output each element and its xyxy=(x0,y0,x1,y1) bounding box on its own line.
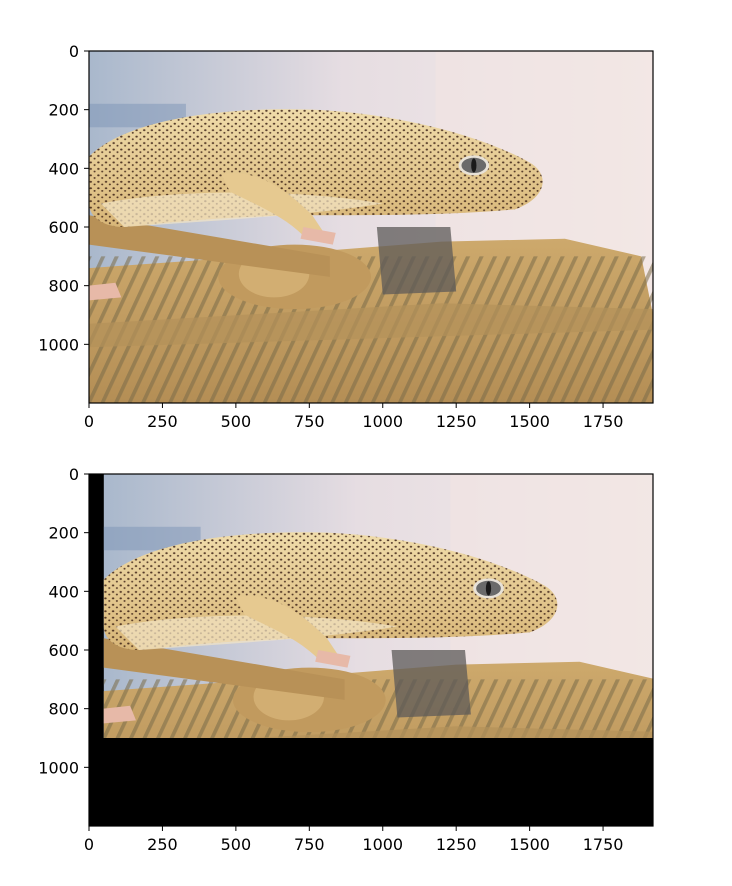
x-tick-label: 250 xyxy=(147,412,178,431)
x-tick-label: 500 xyxy=(221,412,252,431)
x-tick-label: 1500 xyxy=(509,412,550,431)
x-tick-label: 1750 xyxy=(583,835,624,854)
image-area xyxy=(89,51,653,403)
y-tick-label: 0 xyxy=(69,42,79,61)
x-tick-label: 500 xyxy=(221,835,252,854)
x-tick-label: 1750 xyxy=(583,412,624,431)
x-tick-label: 1250 xyxy=(436,412,477,431)
x-tick-label: 1000 xyxy=(362,412,403,431)
y-tick-label: 600 xyxy=(48,641,79,660)
gecko-tank-photo xyxy=(89,51,653,403)
x-tick-label: 0 xyxy=(84,835,94,854)
y-tick-label: 400 xyxy=(48,159,79,178)
y-tick-label: 1000 xyxy=(38,758,79,777)
y-tick-label: 800 xyxy=(48,700,79,719)
y-tick-label: 200 xyxy=(48,524,79,543)
image-area xyxy=(89,474,653,826)
x-tick-label: 250 xyxy=(147,835,178,854)
x-tick-label: 750 xyxy=(294,835,325,854)
x-tick-label: 1250 xyxy=(436,835,477,854)
x-tick-label: 1000 xyxy=(362,835,403,854)
x-tick-label: 1500 xyxy=(509,835,550,854)
y-tick-label: 600 xyxy=(48,218,79,237)
axes-1: 0 250 500 750 1000 1250 1500 1750 0 200 400 600 800 1… xyxy=(38,42,654,431)
axes-2: 0 250 500 750 1000 1250 1500 1750 0 200 400 600 800 1… xyxy=(38,465,654,854)
y-tick-label: 400 xyxy=(48,582,79,601)
x-tick-label: 0 xyxy=(84,412,94,431)
y-tick-label: 1000 xyxy=(38,335,79,354)
y-tick-label: 0 xyxy=(69,465,79,484)
x-tick-label: 750 xyxy=(294,412,325,431)
y-tick-label: 200 xyxy=(48,101,79,120)
y-tick-label: 800 xyxy=(48,277,79,296)
